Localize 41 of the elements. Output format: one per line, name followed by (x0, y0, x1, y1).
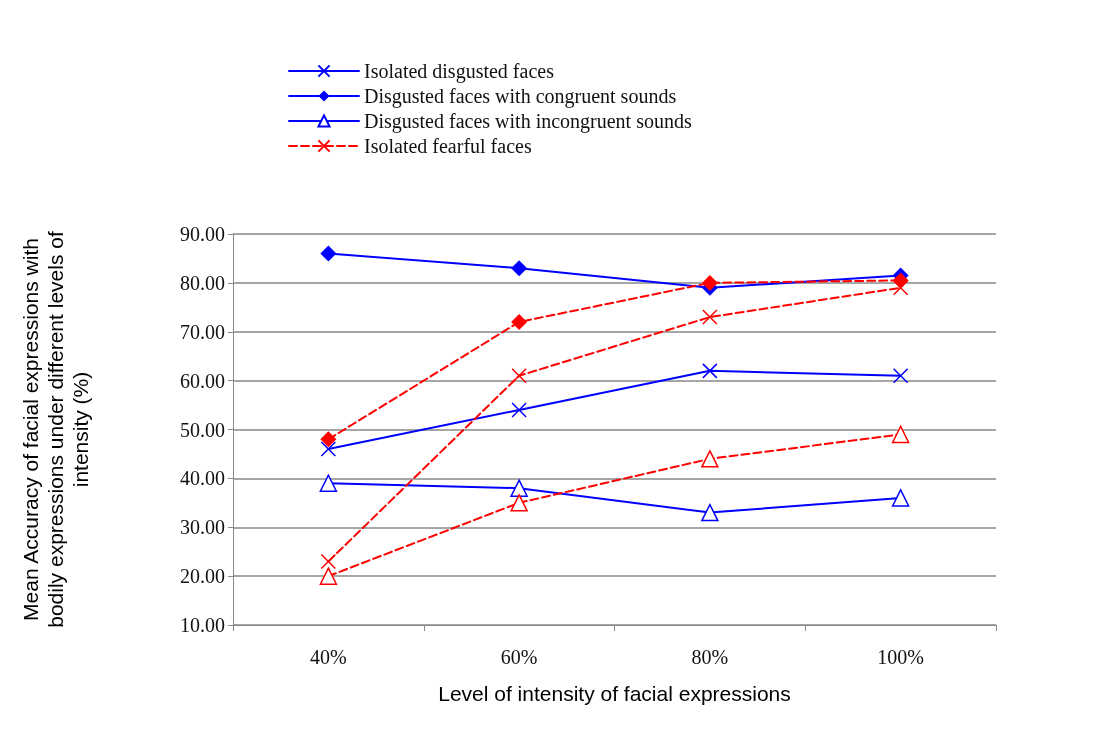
point (701, 503, 719, 522)
point (701, 450, 719, 468)
legend-label: Isolated fearful faces (364, 135, 532, 157)
y-tick-label: 90.00 (180, 223, 225, 245)
x-tick-label: 80% (691, 646, 729, 668)
point (892, 367, 909, 384)
point (320, 553, 337, 570)
point (319, 474, 338, 493)
point (319, 567, 338, 585)
y-axis-title: Mean Accuracy of facial expressions with bodily expressions under different levels of intensity (%) (19, 231, 92, 628)
point (891, 425, 910, 444)
y-tick-label: 60.00 (180, 369, 225, 392)
point (511, 402, 527, 418)
x-tick-label: 100% (877, 646, 924, 668)
point (892, 272, 909, 289)
point (511, 313, 528, 330)
y-tick-label: 80.00 (180, 271, 225, 294)
legend-label: Disgusted faces with congruent sounds (364, 85, 677, 108)
x-tick-label: 60% (500, 646, 538, 668)
point (511, 260, 528, 277)
x-tick-label: 40% (310, 646, 347, 668)
y-tick-label: 50.00 (180, 418, 225, 441)
point (702, 363, 718, 379)
point (702, 309, 718, 325)
point (320, 441, 337, 457)
x-axis-title: Level of intensity of facial expressions (438, 682, 791, 705)
legend-label: Disgusted faces with incongruent sounds (364, 110, 692, 133)
y-tick-label: 40.00 (180, 467, 225, 490)
point (510, 494, 528, 512)
y-tick-label: 70.00 (180, 320, 225, 343)
point (511, 367, 527, 384)
y-tick-label: 20.00 (180, 565, 225, 588)
point (892, 280, 909, 296)
legend-label: Isolated disgusted faces (364, 60, 555, 83)
point (510, 479, 528, 497)
point (891, 489, 910, 507)
y-tick-label: 30.00 (180, 516, 225, 539)
point (320, 431, 337, 448)
point (701, 274, 718, 291)
y-tick-label: 10.00 (180, 614, 225, 636)
point (320, 245, 337, 262)
